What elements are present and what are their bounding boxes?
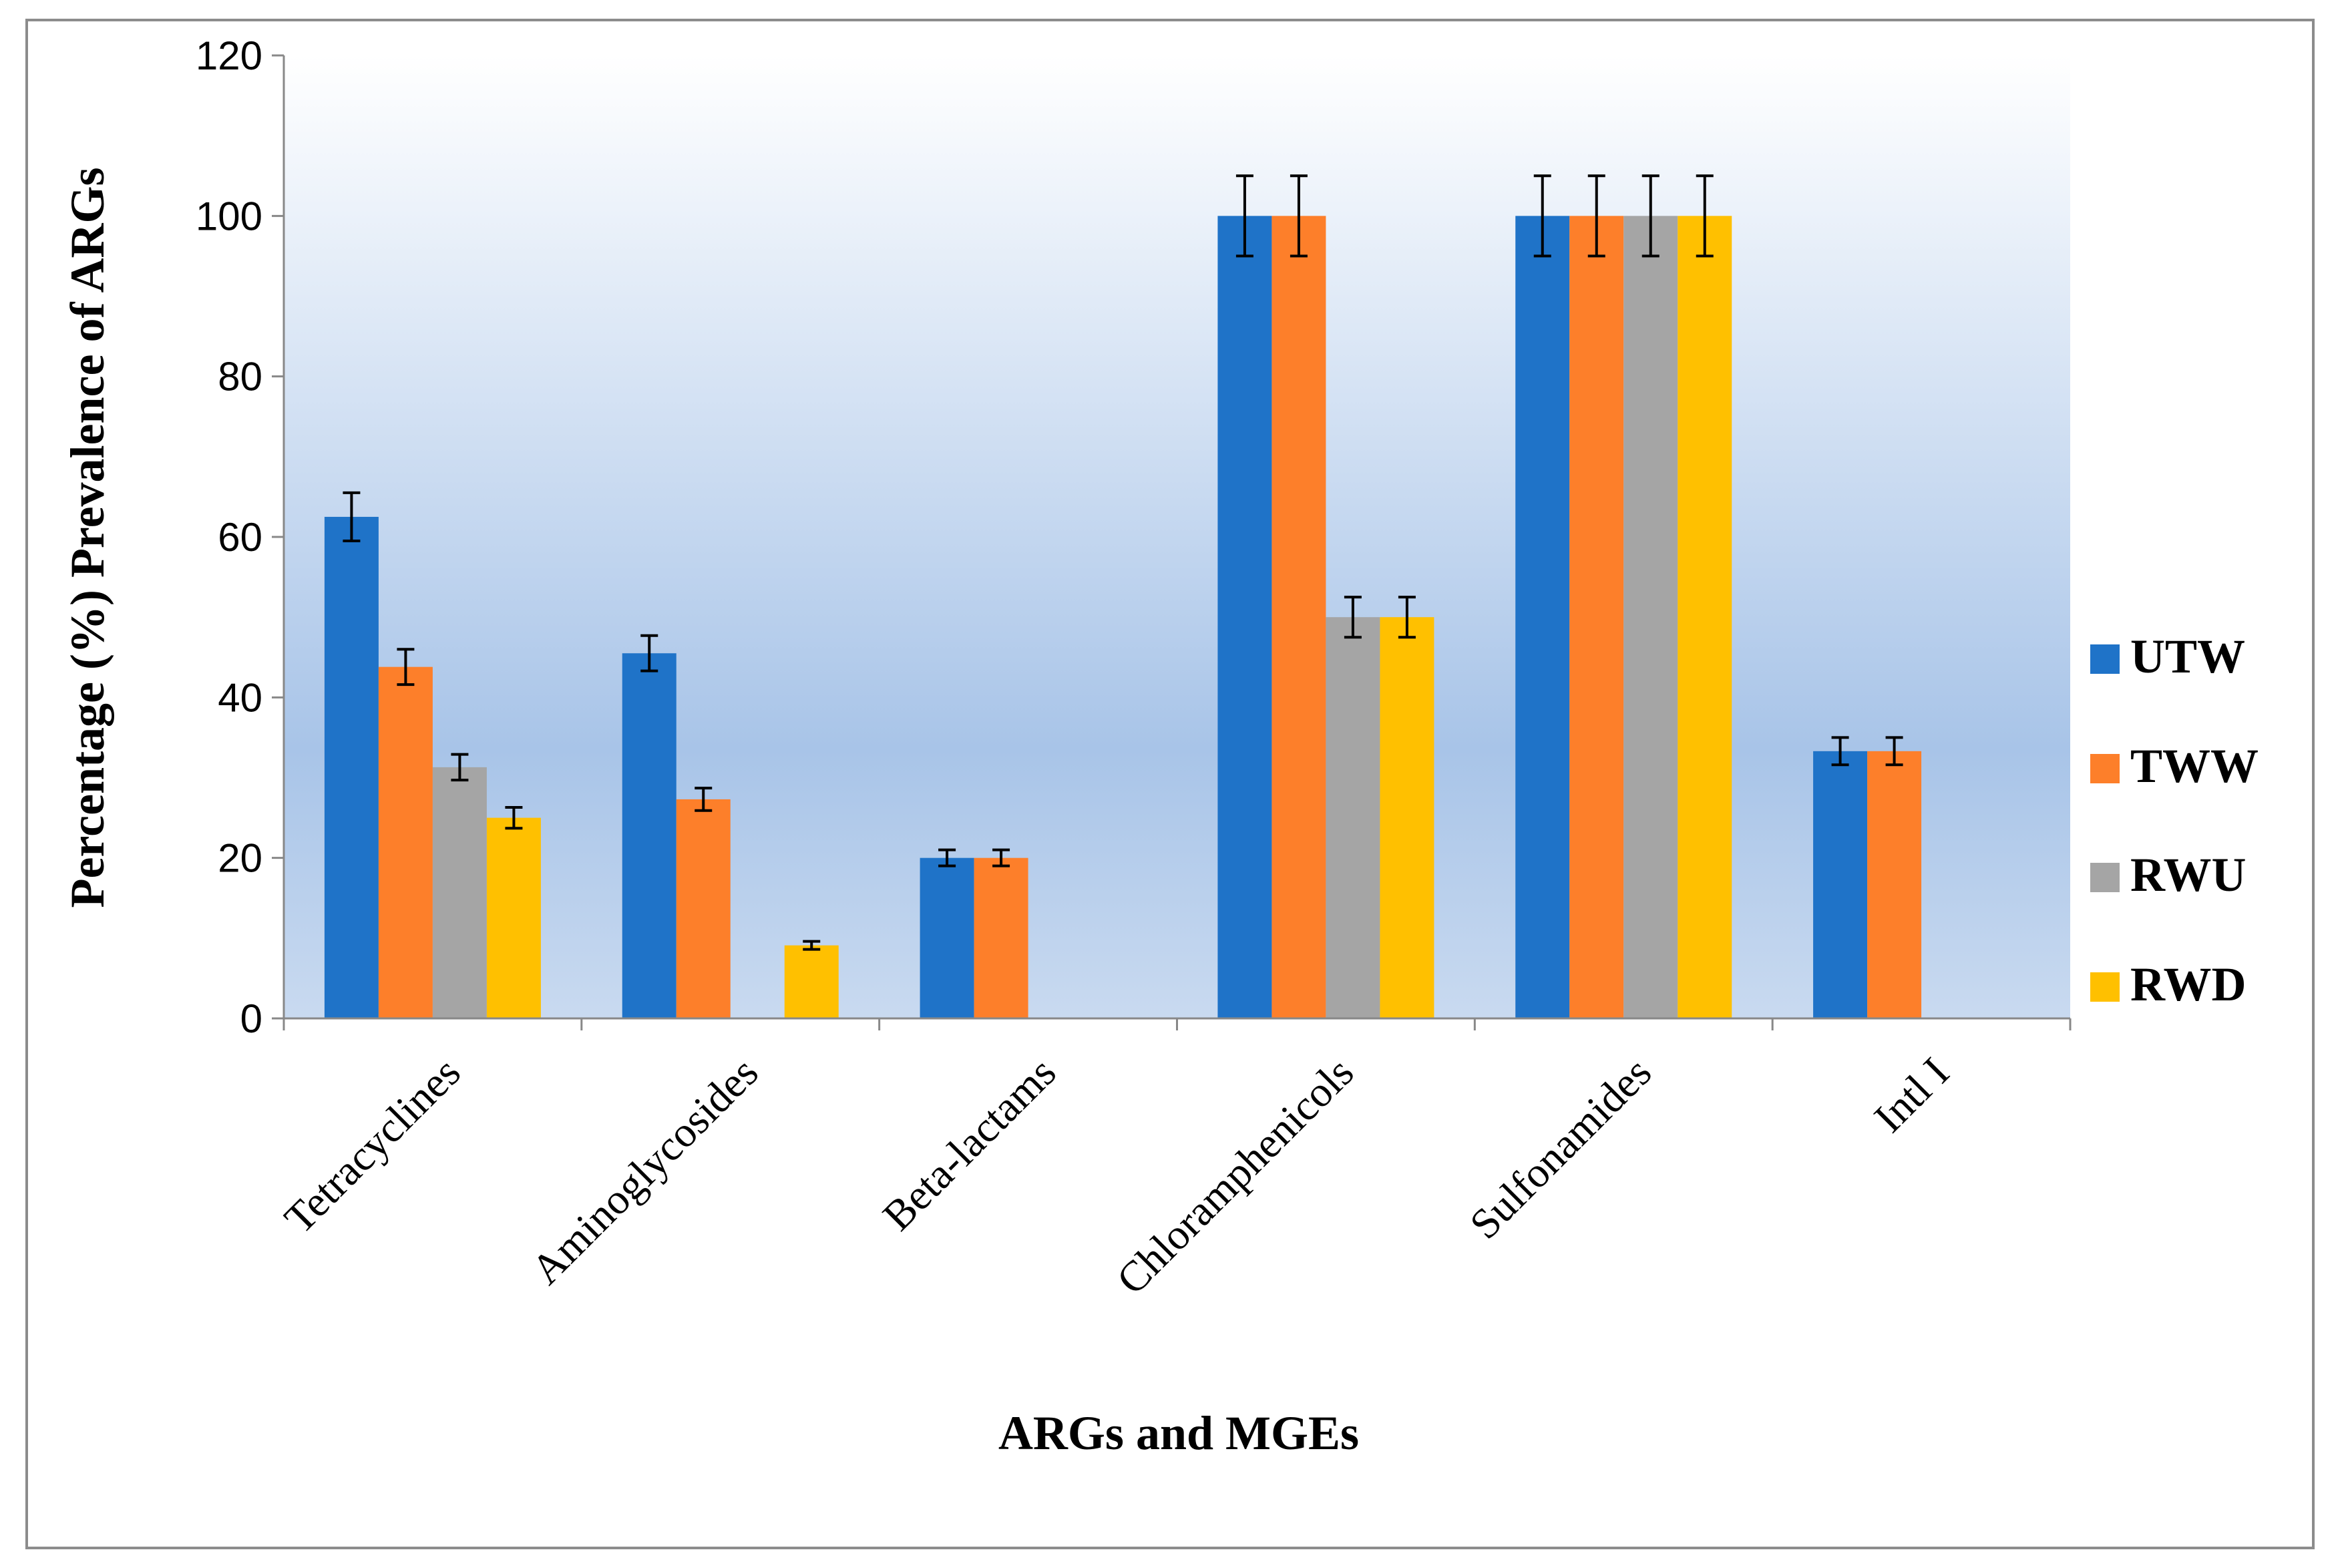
bar-utw-chloramphenicols — [1217, 216, 1272, 1018]
axes — [282, 55, 2072, 1030]
error-bar — [1641, 174, 1660, 258]
plot-area-background — [284, 55, 2070, 1018]
legend-item-rwu: RWU — [2090, 848, 2246, 902]
bar-tww-aminoglycosides — [676, 799, 731, 1018]
error-bar — [397, 648, 415, 687]
error-bar — [1831, 736, 1849, 767]
bar-tww-beta-lactams — [974, 857, 1028, 1018]
y-axis-ticks: 0 20 40 60 80 100 120 — [196, 33, 284, 1041]
legend-item-tww: TWW — [2090, 739, 2259, 793]
bar-rwd-aminoglycosides — [784, 945, 839, 1018]
error-bar — [640, 634, 658, 672]
legend-label: UTW — [2130, 630, 2245, 683]
error-bar — [1696, 174, 1714, 258]
legend-label: RWU — [2130, 848, 2246, 902]
error-bar — [1235, 174, 1253, 258]
legend-item-utw: UTW — [2090, 630, 2245, 683]
legend-swatch — [2090, 863, 2120, 892]
bar-rwu-tetracyclines — [432, 767, 487, 1018]
error-bar — [1344, 596, 1362, 639]
bars — [324, 216, 1922, 1018]
error-bar — [1290, 174, 1308, 258]
bar-tww-sulfonamides — [1569, 216, 1624, 1018]
y-tick-label: 80 — [218, 355, 262, 399]
y-tick-label: 100 — [196, 194, 262, 238]
bar-utw-sulfonamides — [1515, 216, 1570, 1018]
bar-tww-chloramphenicols — [1272, 216, 1326, 1018]
bar-utw-tetracyclines — [324, 516, 379, 1018]
bar-utw-intl-i — [1813, 751, 1868, 1018]
bar-rwd-sulfonamides — [1678, 216, 1732, 1018]
error-bar — [1587, 174, 1605, 258]
bar-utw-aminoglycosides — [622, 653, 676, 1018]
bar-rwu-chloramphenicols — [1326, 617, 1380, 1018]
bar-rwd-chloramphenicols — [1380, 617, 1434, 1018]
legend: UTW TWW RWU RWD — [2090, 630, 2259, 1011]
y-tick-label: 60 — [218, 515, 262, 560]
y-tick-label: 120 — [196, 33, 262, 78]
error-bar — [695, 787, 713, 812]
legend-label: RWD — [2130, 958, 2246, 1011]
y-tick-label: 0 — [240, 996, 262, 1041]
legend-label: TWW — [2130, 739, 2259, 793]
error-bar — [1533, 174, 1551, 258]
legend-swatch — [2090, 972, 2120, 1002]
error-bar — [343, 491, 361, 543]
error-bar — [1398, 596, 1416, 639]
bar-tww-intl-i — [1867, 751, 1922, 1018]
error-bar — [505, 805, 523, 830]
y-tick-label: 40 — [218, 675, 262, 720]
error-bar — [803, 940, 821, 951]
bar-rwu-sulfonamides — [1623, 216, 1678, 1018]
error-bars — [343, 174, 1903, 951]
error-bar — [451, 753, 469, 782]
y-tick-label: 20 — [218, 836, 262, 881]
legend-item-rwd: RWD — [2090, 958, 2246, 1011]
error-bar — [1885, 736, 1903, 767]
bar-rwd-tetracyclines — [486, 817, 541, 1018]
error-bar — [992, 848, 1010, 867]
bar-tww-tetracyclines — [378, 666, 433, 1018]
y-axis-title: Percentage (%) Prevalence of ARGs — [61, 168, 114, 908]
legend-swatch — [2090, 644, 2120, 674]
error-bar — [938, 848, 956, 867]
x-axis-title: ARGs and MGEs — [998, 1406, 1359, 1460]
bar-utw-beta-lactams — [920, 857, 974, 1018]
legend-swatch — [2090, 754, 2120, 783]
